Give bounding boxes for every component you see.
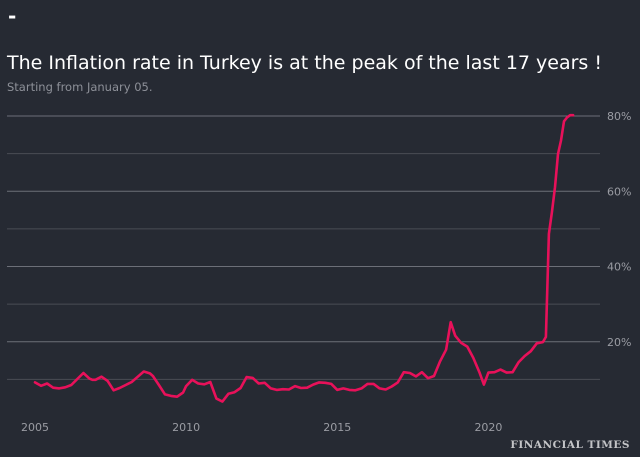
x-tick-label-2015: 2015 [323,421,351,434]
x-axis-ticks: 2005 2010 2015 2020 [21,421,502,434]
x-tick-label-2005: 2005 [21,421,49,434]
chart-title: The Inflation rate in Turkey is at the p… [7,52,602,74]
series-layer [33,113,575,403]
y-tick-label-20: 20% [607,336,631,349]
gridlines [7,115,600,380]
y-tick-label-80: 80% [607,110,631,123]
chart-subtitle: Starting from January 05. [7,80,153,94]
y-axis-ticks: 20% 40% 60% 80% [607,110,631,349]
source-credit: FINANCIAL TIMES [510,439,630,451]
header-mark: - [8,4,17,28]
y-tick-label-60: 60% [607,185,631,198]
series-line-0 [33,113,575,403]
x-tick-label-2010: 2010 [172,421,200,434]
x-tick-label-2020: 2020 [474,421,502,434]
y-tick-label-40: 40% [607,261,631,274]
